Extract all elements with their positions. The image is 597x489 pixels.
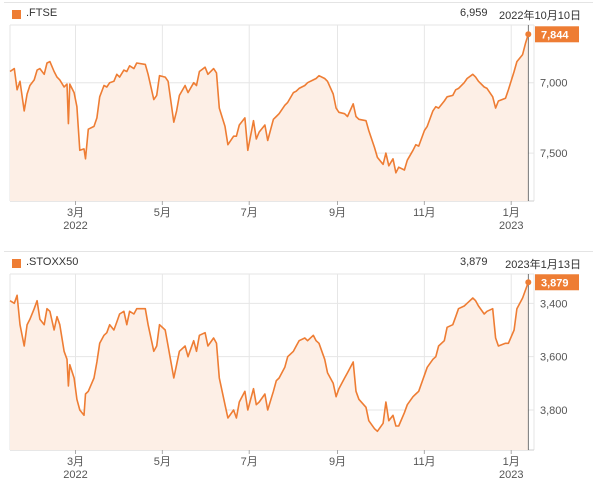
x-tick-year-label: 2023	[499, 220, 523, 232]
x-tick-label: 1月	[503, 456, 520, 468]
x-tick-label: 7月	[241, 456, 258, 468]
ftse-header-date: 2022年10月10日	[499, 10, 581, 22]
stoxx-panel: .STOXX50 3,879 2023年1月13日 3,800 3,600 3,40…	[4, 251, 593, 488]
x-tick-label: 11月	[413, 207, 435, 219]
ftse-series-swatch	[12, 10, 21, 19]
stoxx-header-date: 2023年1月13日	[505, 259, 581, 271]
current-value-point	[525, 31, 532, 38]
x-tick-label: 9月	[329, 456, 346, 468]
current-value-label: 3,879	[541, 277, 569, 289]
current-value-badge	[535, 274, 579, 291]
stoxx-series-swatch	[12, 259, 21, 268]
ftse-symbol: .FTSE	[26, 7, 58, 19]
x-tick-label: 7月	[241, 207, 258, 219]
x-tick-label: 9月	[329, 207, 346, 219]
y-tick-label: 7,000	[540, 78, 568, 90]
y-tick-label: 7,500	[540, 148, 568, 160]
stoxx-header-value: 3,879	[460, 256, 488, 268]
series-area	[10, 34, 529, 201]
x-tick-label: 5月	[154, 456, 171, 468]
x-tick-label: 1月	[503, 207, 520, 219]
current-value-label: 7,844	[541, 29, 569, 41]
ftse-header-value: 6,959	[460, 7, 488, 19]
x-tick-year-label: 2022	[63, 220, 87, 232]
current-value-badge	[535, 26, 579, 43]
series-line	[9, 282, 530, 433]
x-tick-label: 11月	[413, 456, 435, 468]
series-area	[10, 282, 529, 450]
x-tick-label: 3月	[67, 456, 84, 468]
x-tick-label: 5月	[154, 207, 171, 219]
ftse-panel: .FTSE 6,959 2022年10月10日 7,500 7,000 3月 2022…	[4, 2, 593, 239]
x-tick-year-label: 2023	[499, 469, 523, 481]
stoxx-symbol: .STOXX50	[26, 256, 79, 268]
current-value-point	[525, 279, 532, 286]
series-line	[9, 34, 530, 174]
ftse-panel-header: .FTSE 6,959 2022年10月10日	[4, 3, 593, 25]
x-tick-label: 3月	[67, 207, 84, 219]
y-tick-label: 3,800	[540, 405, 568, 417]
y-tick-label: 3,400	[540, 298, 568, 310]
stoxx-panel-header: .STOXX50 3,879 2023年1月13日	[4, 252, 593, 274]
x-tick-year-label: 2022	[63, 469, 87, 481]
y-tick-label: 3,600	[540, 352, 568, 364]
